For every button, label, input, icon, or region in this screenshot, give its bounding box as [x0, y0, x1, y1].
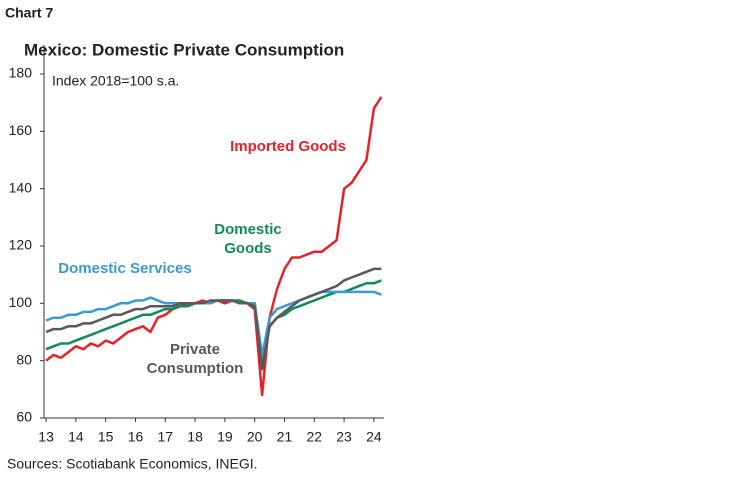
- x-tick-label: 21: [277, 429, 293, 445]
- x-tick-label: 13: [38, 429, 54, 445]
- x-tick-label: 16: [128, 429, 144, 445]
- series-label: Imported Goods: [230, 138, 346, 155]
- series-label: Domestic Services: [58, 260, 192, 277]
- x-tick-label: 18: [187, 429, 203, 445]
- series-line: [45, 267, 382, 371]
- chart-title: Mexico: Domestic Private Consumption: [24, 40, 344, 59]
- x-tick-label: 22: [306, 429, 322, 445]
- series-label: Private Consumption: [146, 341, 244, 377]
- series-label: Domestic Goods: [214, 221, 282, 257]
- series-line: [45, 290, 382, 357]
- source: Sources: Scotiabank Economics, INEGI.: [7, 456, 258, 472]
- x-tick-label: 19: [217, 429, 233, 445]
- x-tick-label: 15: [98, 429, 114, 445]
- y-tick-label: 140: [9, 179, 33, 195]
- x-tick-label: 17: [157, 429, 173, 445]
- x-tick-label: 14: [68, 429, 84, 445]
- y-tick-label: 180: [9, 65, 33, 81]
- x-tick-label: 24: [366, 429, 382, 445]
- y-tick-label: 60: [16, 409, 32, 425]
- chart-label: Chart 7: [5, 5, 53, 21]
- x-tick-label: 20: [247, 429, 263, 445]
- y-tick-label: 120: [9, 237, 33, 253]
- x-tick-label: 23: [336, 429, 352, 445]
- y-axis-label: Index 2018=100 s.a.: [52, 73, 179, 89]
- y-tick-label: 100: [9, 294, 33, 310]
- y-tick-label: 80: [16, 351, 32, 367]
- y-tick-label: 160: [9, 122, 33, 138]
